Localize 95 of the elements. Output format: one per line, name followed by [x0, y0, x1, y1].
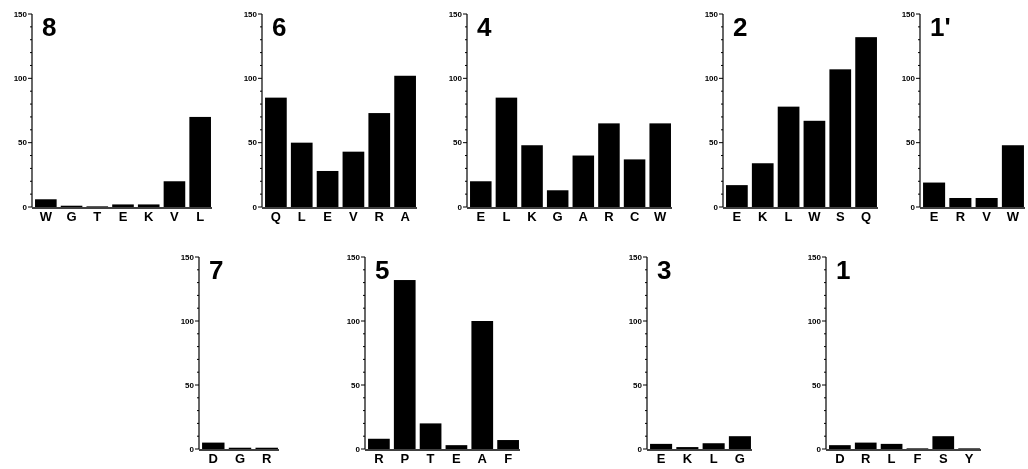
y-tick-label: 150 — [243, 9, 258, 19]
x-tick-label: L — [784, 209, 793, 224]
y-tick-label: 150 — [807, 252, 822, 262]
x-tick-label: K — [527, 209, 538, 224]
x-tick-label: L — [297, 209, 306, 224]
x-tick-label: E — [476, 209, 486, 224]
y-tick-label: 50 — [709, 138, 719, 148]
x-tick-label: S — [835, 209, 845, 224]
x-tick-label: Q — [861, 209, 872, 224]
x-tick-label: K — [758, 209, 769, 224]
x-tick-label: L — [502, 209, 511, 224]
x-tick-label: L — [709, 451, 718, 466]
x-tick-label: E — [732, 209, 742, 224]
y-tick-label: 100 — [180, 316, 195, 326]
y-tick-label: 50 — [633, 380, 643, 390]
y-tick-label: 100 — [346, 316, 361, 326]
x-tick-label: R — [955, 209, 966, 224]
y-tick-label: 100 — [448, 74, 463, 84]
y-tick-label: 0 — [355, 444, 361, 454]
x-tick-label: P — [400, 451, 410, 466]
y-tick-label: 150 — [704, 9, 719, 19]
x-tick-label: R — [262, 451, 273, 466]
y-tick-label: 0 — [713, 202, 719, 212]
y-tick-label: 0 — [189, 444, 195, 454]
x-tick-label: L — [196, 209, 205, 224]
x-tick-label: G — [66, 209, 77, 224]
chart-title: 5 — [375, 255, 390, 285]
y-tick-label: 100 — [807, 316, 822, 326]
x-tick-label: D — [835, 451, 845, 466]
y-tick-label: 0 — [457, 202, 463, 212]
y-tick-label: 50 — [351, 380, 361, 390]
x-tick-label: V — [170, 209, 180, 224]
chart-title: 3 — [657, 255, 672, 285]
y-tick-label: 100 — [704, 74, 719, 84]
y-tick-label: 100 — [13, 74, 28, 84]
x-tick-label: G — [234, 451, 246, 466]
chart-title: 4 — [477, 12, 492, 42]
x-tick-label: W — [39, 209, 53, 224]
x-tick-label: V — [349, 209, 359, 224]
x-tick-label: W — [1006, 209, 1020, 224]
y-tick-label: 50 — [185, 380, 195, 390]
x-tick-label: V — [982, 209, 992, 224]
x-tick-label: Q — [270, 209, 281, 224]
x-tick-label: D — [208, 451, 218, 466]
y-tick-label: 100 — [901, 74, 916, 84]
x-tick-label: K — [682, 451, 693, 466]
x-tick-label: E — [118, 209, 128, 224]
chart-title: 6 — [272, 12, 287, 42]
x-tick-label: R — [374, 451, 385, 466]
x-tick-label: T — [426, 451, 435, 466]
x-tick-label: F — [913, 451, 922, 466]
y-tick-label: 50 — [18, 138, 28, 148]
y-tick-label: 150 — [13, 9, 28, 19]
x-tick-label: E — [656, 451, 666, 466]
y-tick-label: 0 — [252, 202, 258, 212]
x-tick-label: R — [604, 209, 615, 224]
y-tick-label: 0 — [637, 444, 643, 454]
x-tick-label: R — [374, 209, 385, 224]
x-tick-label: S — [938, 451, 948, 466]
y-tick-label: 0 — [816, 444, 822, 454]
x-tick-label: W — [808, 209, 822, 224]
chart-title: 7 — [209, 255, 224, 285]
y-tick-label: 0 — [910, 202, 916, 212]
y-tick-label: 100 — [243, 74, 258, 84]
x-tick-label: A — [578, 209, 589, 224]
x-tick-label: A — [400, 209, 411, 224]
x-tick-label: L — [887, 451, 896, 466]
y-tick-label: 150 — [628, 252, 643, 262]
y-tick-label: 150 — [901, 9, 916, 19]
y-tick-label: 50 — [453, 138, 463, 148]
x-tick-label: G — [552, 209, 563, 224]
x-tick-label: K — [144, 209, 155, 224]
y-tick-label: 50 — [906, 138, 916, 148]
y-tick-label: 50 — [248, 138, 258, 148]
x-tick-label: R — [861, 451, 872, 466]
y-tick-label: 50 — [812, 380, 822, 390]
chart-title: 1' — [930, 12, 951, 42]
x-tick-label: Y — [964, 451, 974, 466]
x-tick-label: E — [929, 209, 939, 224]
chart-title: 8 — [42, 12, 57, 42]
x-tick-label: E — [323, 209, 333, 224]
x-tick-label: T — [93, 209, 102, 224]
chart-title: 2 — [733, 12, 748, 42]
y-tick-label: 150 — [346, 252, 361, 262]
x-tick-label: A — [477, 451, 488, 466]
x-tick-label: W — [654, 209, 668, 224]
y-tick-label: 150 — [180, 252, 195, 262]
x-tick-label: G — [734, 451, 745, 466]
x-tick-label: E — [452, 451, 462, 466]
y-tick-label: 0 — [22, 202, 28, 212]
y-tick-label: 150 — [448, 9, 463, 19]
x-tick-label: C — [629, 209, 640, 224]
y-tick-label: 100 — [628, 316, 643, 326]
chart-title: 1 — [836, 255, 851, 285]
x-tick-label: F — [504, 451, 513, 466]
